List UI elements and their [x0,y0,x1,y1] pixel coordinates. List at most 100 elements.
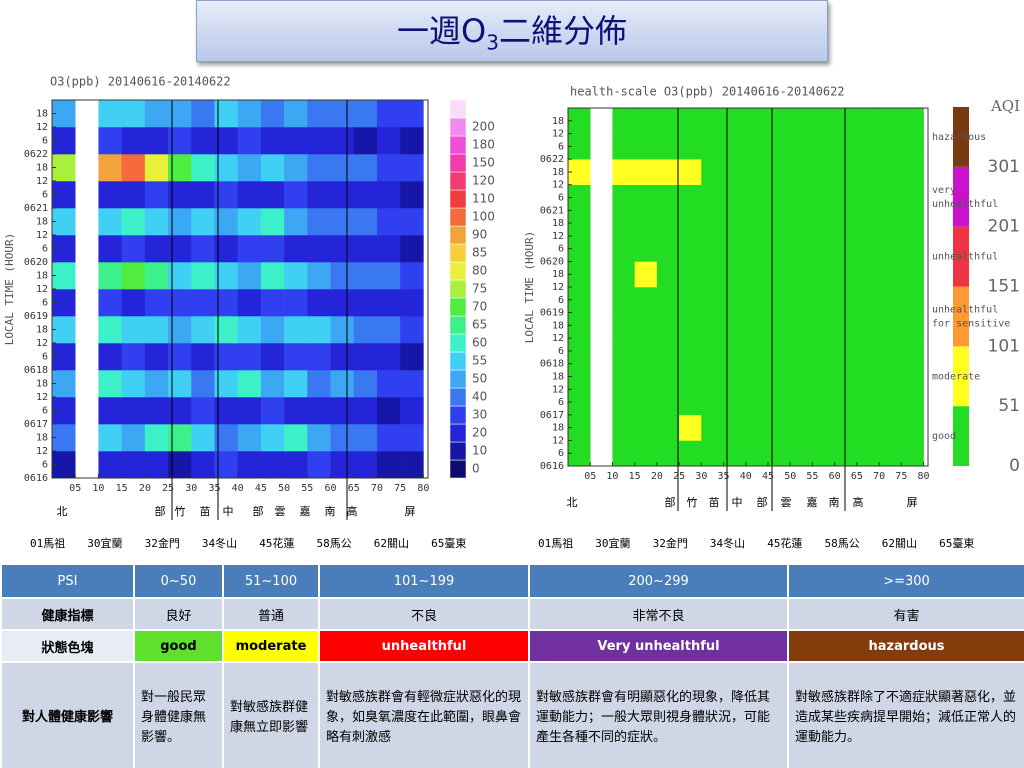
heatmap-cell [168,262,192,290]
heatmap-cell [121,451,146,479]
heatmap-cell [812,287,835,313]
colorbar-box [953,346,969,407]
heatmap-cell [121,370,146,398]
heatmap-cell [237,100,262,128]
heatmap-cell [214,262,238,290]
heatmap-cell [144,370,169,398]
heatmap-cell [214,397,238,425]
table-cell: 對敏感族群會有明顯惡化的現象，降低其運動能力；一般大眾則視身體狀況，可能產生各種… [528,661,789,768]
table-cell: 對敏感族群會有輕微症狀惡化的現象，如臭氧濃度在此範圍，眼鼻會略有刺激感 [318,661,530,768]
table-row: 健康指標 良好 普通 不良 非常不良 有害 [0,597,1024,631]
heatmap-cell [284,181,308,209]
header-cell: 200~299 [528,563,789,599]
table-cell: hazardous [787,629,1024,663]
region-label: 竹 [175,504,186,518]
heatmap-cell [260,343,285,371]
table-cell: 良好 [133,597,224,631]
heatmap-cell [376,262,401,290]
heatmap-cell [656,389,680,416]
heatmap-cell [856,363,880,390]
table-cell: 非常不良 [528,597,789,631]
heatmap-cell [812,414,835,441]
heatmap-cell [52,154,76,182]
heatmap-cell [168,100,192,128]
y-tick-label: 6 [42,352,48,363]
x-tick-label: 70 [873,471,885,482]
heatmap-cell [376,235,401,263]
y-tick-label: 6 [42,244,48,255]
heatmap-cell [656,261,680,288]
station-label: 62關山 [882,537,917,550]
aqi-category-label: unhealthful [932,199,998,210]
heatmap-cell [790,184,813,211]
heatmap-cell [679,287,702,313]
heatmap-cell [400,316,424,344]
x-tick-label: 70 [371,483,383,494]
heatmap-cell [790,133,813,160]
x-tick-label: 10 [606,471,618,482]
heatmap-cell [191,343,215,371]
heatmap-cell [834,184,858,211]
colorbar-label: 101 [988,336,1020,356]
heatmap-cell [879,235,902,262]
heatmap-cell [400,451,424,479]
heatmap-cell [745,235,769,262]
y-tick-label: 6 [558,244,564,255]
colorbar-label: 30 [472,408,487,422]
heatmap-cell [612,159,635,186]
heatmap-cell [191,208,215,236]
colorbar-label: 0 [472,462,480,476]
y-tick-label: 6 [558,193,564,204]
x-tick-label: 15 [629,471,641,482]
heatmap-cell [214,316,238,344]
heatmap-cell [52,100,76,128]
heatmap-cell [144,397,169,425]
heatmap-cell [879,440,902,467]
heatmap-cell [284,316,308,344]
heatmap-cell [834,108,858,134]
y-tick-label: 0619 [540,308,564,319]
heatmap-cell [656,440,680,467]
heatmap-cell [723,108,747,134]
colorbar-box [953,107,969,167]
psi-table: PSI 0~50 51~100 101~199 200~299 >=300 健康指標 良好 普通… [0,563,1024,768]
colorbar-label: 10 [472,444,487,458]
x-tick-label: 40 [740,471,752,482]
heatmap-cell [612,261,635,288]
heatmap-cell [400,127,424,155]
heatmap-cell [768,184,791,211]
heatmap-cell [284,208,308,236]
heatmap-cell [260,262,285,290]
heatmap-cell [790,287,813,313]
title-sub: 3 [486,30,499,55]
aqi-category-label: hazardous [932,132,986,143]
heatmap-cell [191,289,215,317]
y-tick-label: 0617 [24,419,48,430]
region-label: 部 [155,504,166,518]
heatmap-cell [400,100,424,128]
heatmap-cell [834,287,858,313]
heatmap-cell [98,208,122,236]
heatmap-cell [679,363,702,390]
heatmap-cell [634,261,658,288]
header-cell: PSI [0,563,135,599]
heatmap-cell [768,338,791,365]
heatmap-cell [679,133,702,160]
heatmap-cell [52,262,76,290]
colorbar-box [449,153,467,173]
heatmap-cell [879,363,902,390]
heatmap-cell [284,397,308,425]
heatmap-cell [901,108,924,134]
heatmap-cell [812,235,835,262]
heatmap-cell [790,235,813,262]
colorbar-label: 120 [472,174,495,188]
colorbar-label: 20 [472,426,487,440]
heatmap-cell [656,414,680,441]
heatmap-cell [330,154,355,182]
station-label: 58馬公 [317,537,352,550]
y-tick-label: 0616 [24,473,48,484]
heatmap-cell [284,424,308,452]
heatmap-cell [52,208,76,236]
y-tick-label: 12 [552,180,564,191]
heatmap-cell [634,159,658,186]
